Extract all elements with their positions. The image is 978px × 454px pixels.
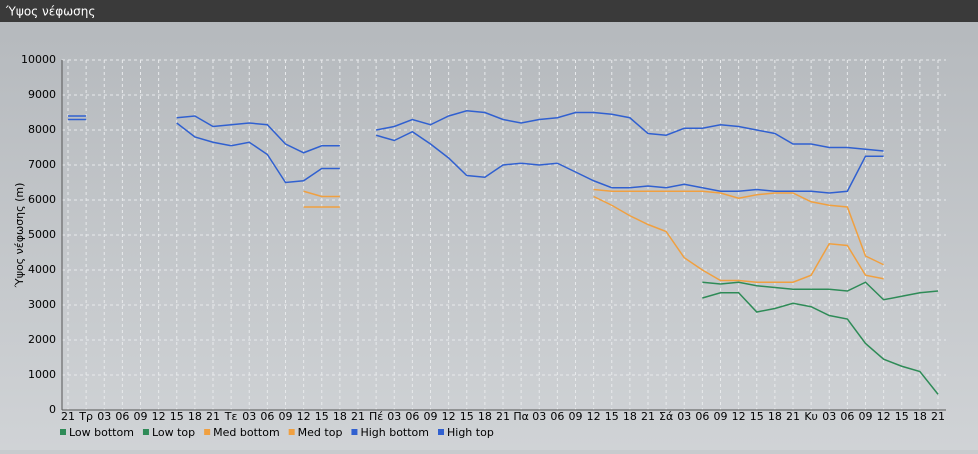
x-tick-label: 12 — [732, 410, 746, 423]
x-tick-label: 21 — [61, 410, 75, 423]
x-tick-label: 12 — [297, 410, 311, 423]
legend-swatch — [142, 429, 149, 435]
x-tick-label: 09 — [569, 410, 583, 423]
x-tick-label: 12 — [152, 410, 166, 423]
x-tick-label: Τε — [224, 410, 238, 423]
y-tick-label: 8000 — [28, 123, 56, 136]
legend-label: High bottom — [360, 426, 429, 439]
x-tick-label: 18 — [913, 410, 927, 423]
x-tick-label: 21 — [931, 410, 945, 423]
series-line — [68, 109, 884, 154]
x-tick-label: 12 — [442, 410, 456, 423]
x-tick-label: Πέ — [369, 410, 383, 423]
x-tick-label: 12 — [587, 410, 601, 423]
legend-item: Med top — [288, 426, 343, 439]
x-tick-label: 15 — [460, 410, 474, 423]
x-tick-label: 21 — [786, 410, 800, 423]
y-axis-label: Ύψος νέφωσης (m) — [13, 183, 26, 289]
x-tick-label: 06 — [550, 410, 564, 423]
legend-label: Med top — [298, 426, 343, 439]
x-tick-label: 03 — [97, 410, 111, 423]
legend-swatch — [60, 429, 66, 435]
x-tick-label: 09 — [859, 410, 873, 423]
legend-swatch — [351, 429, 358, 435]
y-tick-label: 9000 — [28, 88, 56, 101]
x-tick-label: 09 — [279, 410, 293, 423]
y-tick-label: 6000 — [28, 193, 56, 206]
y-tick-label: 1000 — [28, 368, 56, 381]
x-tick-label: 21 — [351, 410, 365, 423]
x-tick-label: 18 — [333, 410, 347, 423]
y-tick-label: 7000 — [28, 158, 56, 171]
legend-swatch — [204, 429, 211, 435]
x-tick-label: 09 — [714, 410, 728, 423]
x-tick-label: 21 — [641, 410, 655, 423]
x-tick-label: 15 — [315, 410, 329, 423]
legend-item: Low bottom — [60, 426, 134, 439]
legend-label: Med bottom — [213, 426, 280, 439]
x-tick-label: 21 — [496, 410, 510, 423]
y-tick-label: 0 — [49, 403, 56, 416]
y-tick-label: 3000 — [28, 298, 56, 311]
x-tick-label: 09 — [424, 410, 438, 423]
x-tick-label: Σά — [659, 410, 673, 423]
x-tick-label: 06 — [260, 410, 274, 423]
legend-label: Low bottom — [69, 426, 134, 439]
x-tick-label: 03 — [242, 410, 256, 423]
legend-item: High bottom — [351, 426, 429, 439]
x-tick-label: 21 — [206, 410, 220, 423]
x-tick-label: 06 — [405, 410, 419, 423]
series-line — [702, 281, 939, 301]
x-tick-label: 15 — [895, 410, 909, 423]
chart-title: Ύψος νέφωσης — [5, 5, 95, 19]
x-tick-label: 06 — [695, 410, 709, 423]
x-tick-label: 12 — [877, 410, 891, 423]
x-tick-label: Πα — [513, 410, 529, 423]
x-tick-label: 03 — [532, 410, 546, 423]
legend-label: Low top — [152, 426, 195, 439]
x-tick-label: 03 — [822, 410, 836, 423]
legend-swatch — [288, 429, 295, 435]
x-tick-label: 06 — [840, 410, 854, 423]
legend-swatch — [438, 429, 444, 435]
x-tick-label: 03 — [387, 410, 401, 423]
series-line — [702, 292, 939, 395]
series-line — [68, 118, 884, 194]
x-tick-label: 15 — [170, 410, 184, 423]
legend-item: High top — [438, 426, 494, 439]
x-tick-label: Κυ — [804, 410, 818, 423]
y-tick-label: 2000 — [28, 333, 56, 346]
y-tick-label: 10000 — [21, 53, 56, 66]
x-tick-label: 18 — [768, 410, 782, 423]
x-tick-label: 06 — [115, 410, 129, 423]
legend-label: High top — [447, 426, 494, 439]
x-tick-label: 09 — [134, 410, 148, 423]
x-tick-label: 18 — [188, 410, 202, 423]
x-tick-label: 18 — [623, 410, 637, 423]
series-line — [303, 195, 884, 283]
x-tick-label: 03 — [677, 410, 691, 423]
x-tick-label: 15 — [750, 410, 764, 423]
x-tick-label: 18 — [478, 410, 492, 423]
y-tick-label: 5000 — [28, 228, 56, 241]
y-tick-label: 4000 — [28, 263, 56, 276]
legend-item: Low top — [142, 426, 195, 439]
x-tick-label: 15 — [605, 410, 619, 423]
x-tick-label: Τρ — [78, 410, 93, 423]
title-bar — [0, 0, 978, 22]
legend-item: Med bottom — [204, 426, 280, 439]
series-line — [303, 188, 884, 266]
